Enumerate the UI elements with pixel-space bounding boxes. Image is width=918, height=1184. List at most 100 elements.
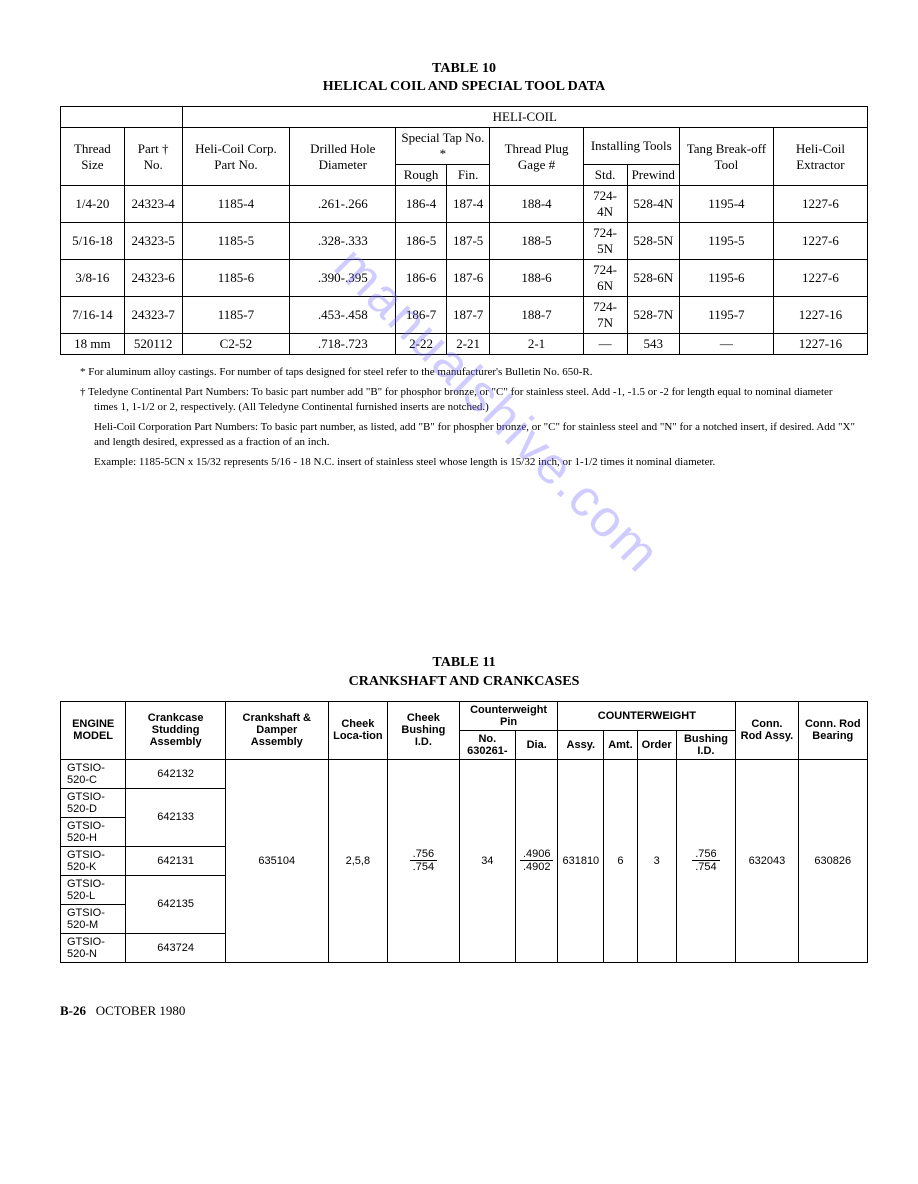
cell: 1227-16	[773, 334, 867, 355]
cell: 1227-6	[773, 223, 867, 260]
table11-title-line1: TABLE 11	[432, 655, 495, 670]
footer-date: OCTOBER 1980	[96, 1003, 186, 1018]
th-cheek-bush: Cheek Bushing I.D.	[388, 701, 460, 759]
table10-title-line1: TABLE 10	[432, 61, 496, 76]
table11-title-line2: CRANKSHAFT AND CRANKCASES	[60, 673, 868, 691]
cell: 1185-5	[182, 223, 290, 260]
th-counterweight: COUNTERWEIGHT	[558, 701, 736, 730]
th-pin-dia: Dia.	[515, 730, 558, 759]
cell-model: GTSIO-520-K	[61, 846, 126, 875]
table-row: 5/16-1824323-51185-5.328-.333186-5187-51…	[61, 223, 868, 260]
cell: 724-7N	[583, 297, 627, 334]
cell: 18 mm	[61, 334, 125, 355]
note-helicoil-corp: Heli-Coil Corporation Part Numbers: To b…	[94, 420, 858, 450]
cell-model: GTSIO-520-H	[61, 817, 126, 846]
th-amt: Amt.	[604, 730, 637, 759]
cell: 2-1	[490, 334, 583, 355]
th-engine-model: ENGINE MODEL	[61, 701, 126, 759]
cell: C2-52	[182, 334, 290, 355]
th-tang-break: Tang Break-off Tool	[679, 128, 773, 186]
cell: 187-4	[446, 186, 490, 223]
cell: 7/16-14	[61, 297, 125, 334]
th-thread-plug: Thread Plug Gage #	[490, 128, 583, 186]
cell: 3/8-16	[61, 260, 125, 297]
th-crankshaft: Crankshaft & Damper Assembly	[225, 701, 328, 759]
cell: 188-7	[490, 297, 583, 334]
th-thread-size: Thread Size	[61, 128, 125, 186]
th-part-no: Part † No.	[124, 128, 182, 186]
cell-cw-bush: .756.754	[676, 759, 736, 962]
cell-model: GTSIO-520-L	[61, 875, 126, 904]
note-asterisk: * For aluminum alloy castings. For numbe…	[94, 365, 858, 380]
table10-title-line2: HELICAL COIL AND SPECIAL TOOL DATA	[60, 78, 868, 96]
th-rough: Rough	[396, 165, 447, 186]
cell: .390-.395	[290, 260, 396, 297]
th-crankcase: Crankcase Studding Assembly	[126, 701, 226, 759]
cell: 187-7	[446, 297, 490, 334]
cell-crankcase: 642131	[126, 846, 226, 875]
cell-model: GTSIO-520-D	[61, 788, 126, 817]
cell: 528-5N	[627, 223, 679, 260]
note-dagger: † Teledyne Continental Part Numbers: To …	[94, 385, 858, 415]
cell: 188-6	[490, 260, 583, 297]
cell: 5/16-18	[61, 223, 125, 260]
th-cheek-loc: Cheek Loca-tion	[328, 701, 387, 759]
cell: —	[583, 334, 627, 355]
th-prewind: Prewind	[627, 165, 679, 186]
cell: 1227-16	[773, 297, 867, 334]
cell: 188-5	[490, 223, 583, 260]
cell-conn-brg: 630826	[798, 759, 867, 962]
cell-crankcase: 642135	[126, 875, 226, 933]
cell: 1195-4	[679, 186, 773, 223]
th-helicoil-corp: Heli-Coil Corp. Part No.	[182, 128, 290, 186]
th-special-tap: Special Tap No. *	[396, 128, 490, 165]
cell: 1195-7	[679, 297, 773, 334]
cell-pin-no: 34	[459, 759, 515, 962]
table10-title: TABLE 10 HELICAL COIL AND SPECIAL TOOL D…	[60, 60, 868, 96]
cell: 1227-6	[773, 186, 867, 223]
table-row: 1/4-2024323-41185-4.261-.266186-4187-418…	[61, 186, 868, 223]
table10-notes: * For aluminum alloy castings. For numbe…	[70, 365, 858, 469]
cell-crankcase: 642133	[126, 788, 226, 846]
cell: 187-6	[446, 260, 490, 297]
th-drilled-hole: Drilled Hole Diameter	[290, 128, 396, 186]
cell: .261-.266	[290, 186, 396, 223]
cell: 1185-6	[182, 260, 290, 297]
cell: 186-4	[396, 186, 447, 223]
th-order: Order	[637, 730, 676, 759]
cell: 2-21	[446, 334, 490, 355]
th-bush-id: Bushing I.D.	[676, 730, 736, 759]
cell: 1195-6	[679, 260, 773, 297]
cell: 186-6	[396, 260, 447, 297]
th-pin-no: No. 630261-	[459, 730, 515, 759]
cell-model: GTSIO-520-N	[61, 933, 126, 962]
cell: —	[679, 334, 773, 355]
cell: 24323-4	[124, 186, 182, 223]
cell-cheek-bush: .756.754	[388, 759, 460, 962]
cell-crankshaft: 635104	[225, 759, 328, 962]
th-assy: Assy.	[558, 730, 604, 759]
cell-cw-amt: 6	[604, 759, 637, 962]
cell: 1195-5	[679, 223, 773, 260]
th-cw-pin: Counterweight Pin	[459, 701, 558, 730]
table-row: 3/8-1624323-61185-6.390-.395186-6187-618…	[61, 260, 868, 297]
table-row: 18 mm520112C2-52.718-.7232-222-212-1—543…	[61, 334, 868, 355]
cell: 724-5N	[583, 223, 627, 260]
cell: 1227-6	[773, 260, 867, 297]
table-row: 7/16-1424323-71185-7.453-.458186-7187-71…	[61, 297, 868, 334]
cell: 528-6N	[627, 260, 679, 297]
cell: 724-6N	[583, 260, 627, 297]
cell: 543	[627, 334, 679, 355]
cell: 187-5	[446, 223, 490, 260]
th-extractor: Heli-Coil Extractor	[773, 128, 867, 186]
cell: 724-4N	[583, 186, 627, 223]
cell: .453-.458	[290, 297, 396, 334]
cell: 528-4N	[627, 186, 679, 223]
table11: ENGINE MODEL Crankcase Studding Assembly…	[60, 701, 868, 963]
th-conn-rod-assy: Conn. Rod Assy.	[736, 701, 798, 759]
cell: 520112	[124, 334, 182, 355]
cell: .328-.333	[290, 223, 396, 260]
cell-crankcase: 642132	[126, 759, 226, 788]
cell-model: GTSIO-520-M	[61, 904, 126, 933]
cell: 186-5	[396, 223, 447, 260]
